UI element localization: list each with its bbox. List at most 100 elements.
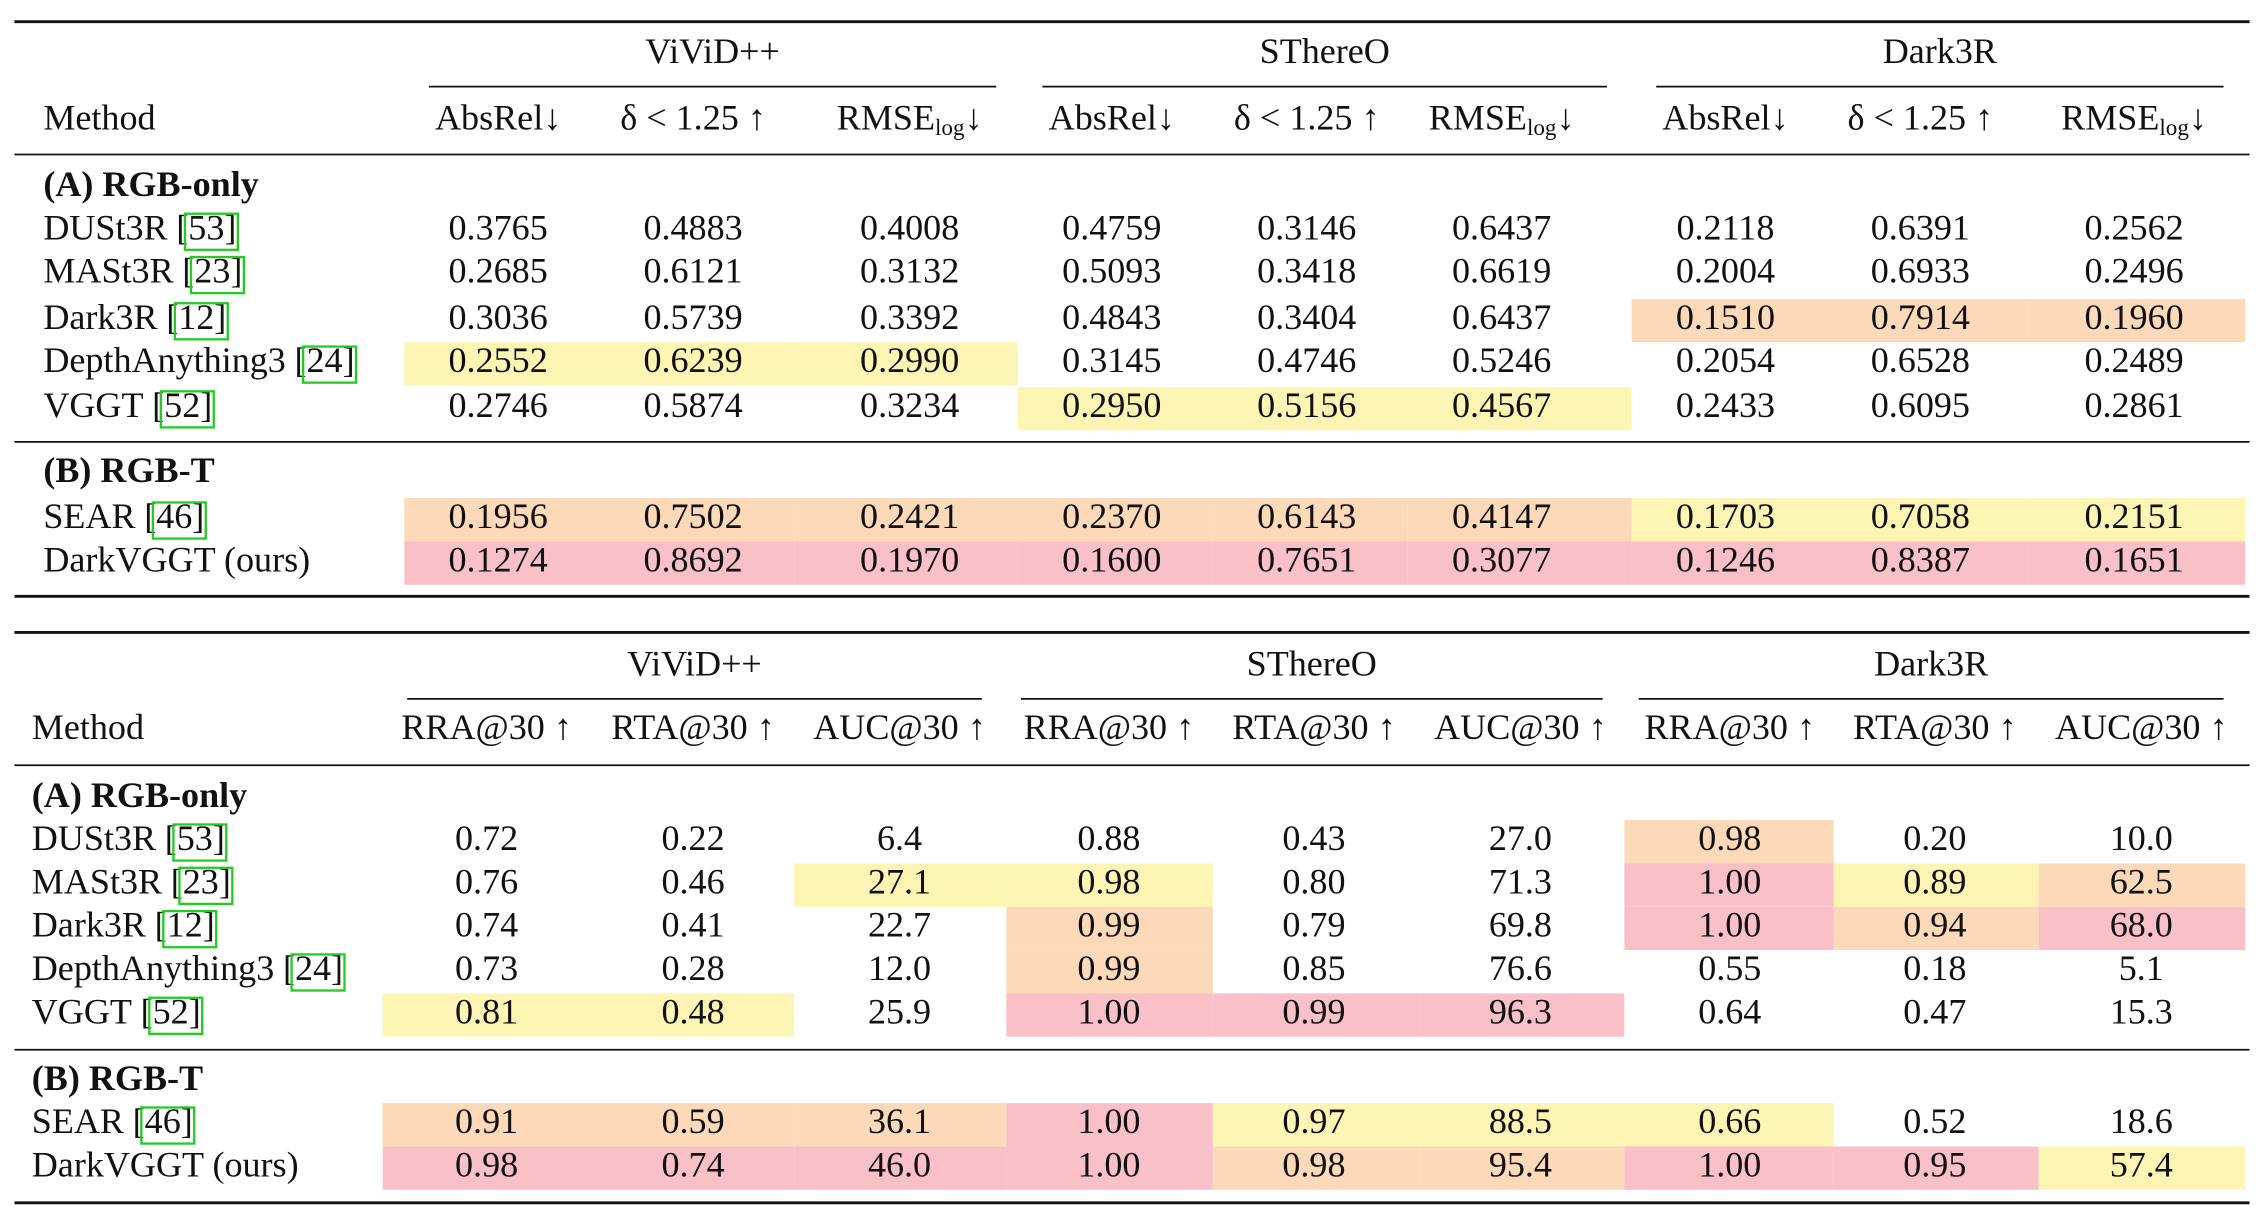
method-name: DepthAnything3 [43, 340, 286, 380]
citation-box [178, 866, 234, 906]
cell-value: 0.89 [1903, 861, 1966, 901]
cell-value: 0.55 [1698, 948, 1761, 988]
cell-value: 0.3146 [1257, 207, 1356, 247]
cell-value: 1.00 [1077, 991, 1140, 1031]
cell-highlight [794, 1146, 1007, 1190]
cell-value: 0.7914 [1871, 297, 1970, 337]
column-header: AUC@30 ↑ [2055, 707, 2228, 747]
cell-value: 5.1 [2119, 948, 2164, 988]
cell-value: 0.7502 [643, 496, 742, 536]
cell-highlight [794, 541, 1018, 585]
cell-value: 0.74 [455, 905, 518, 945]
method-name: VGGT [43, 385, 143, 425]
cell-value: 0.48 [661, 991, 724, 1031]
cell-highlight [1826, 298, 2029, 343]
group-header: SThereO [1247, 643, 1377, 683]
header-sub: log [2159, 114, 2189, 140]
cell-value: 0.72 [455, 818, 518, 858]
cell-highlight [404, 498, 592, 542]
cell-value: 0.3077 [1452, 539, 1551, 579]
cell-value: 96.3 [1489, 991, 1552, 1031]
cell-highlight [1407, 541, 1632, 585]
cell-value: 0.1246 [1676, 539, 1775, 579]
cell-value: 0.3145 [1062, 340, 1161, 380]
cell-highlight [2038, 1146, 2246, 1190]
cell-value: 0.5739 [643, 297, 742, 337]
cell-value: 0.4759 [1062, 207, 1161, 247]
cell-value: 0.1956 [449, 496, 548, 536]
cell-highlight [794, 1103, 1007, 1147]
cell-value: 1.00 [1698, 905, 1761, 945]
cell-highlight [2038, 863, 2246, 907]
cell-highlight [591, 993, 795, 1037]
header-sub: log [1527, 114, 1557, 140]
cell-value: 0.5246 [1452, 340, 1551, 380]
cell-value: 57.4 [2110, 1144, 2173, 1184]
section-title: (A) RGB-only [43, 164, 258, 204]
header-main: RMSE [2061, 98, 2159, 138]
citation-box [140, 1106, 196, 1145]
cell-value: 0.79 [1282, 905, 1345, 945]
cell-highlight [794, 498, 1018, 542]
cell-highlight [1017, 498, 1213, 542]
cell-highlight [591, 1146, 795, 1190]
cell-value: 0.2054 [1676, 340, 1775, 380]
cell-value: 0.2489 [2084, 340, 2183, 380]
cell-value: 0.2151 [2084, 496, 2183, 536]
cell-value: 1.00 [1077, 1101, 1140, 1141]
cell-value: 0.66 [1698, 1101, 1761, 1141]
cell-value: 0.76 [455, 861, 518, 901]
cell-value: 0.22 [661, 818, 724, 858]
cell-highlight [2038, 906, 2246, 951]
cell-value: 0.3765 [449, 207, 548, 247]
cell-value: 0.5874 [643, 385, 742, 425]
cell-highlight [1017, 541, 1213, 585]
column-header: RMSElog↓ [837, 98, 983, 141]
cell-value: 0.2118 [1676, 207, 1774, 247]
section-title: (A) RGB-only [32, 775, 247, 815]
cell-value: 0.1274 [449, 539, 548, 579]
cell-value: 0.1651 [2084, 539, 2183, 579]
citation-box [151, 501, 207, 540]
cell-highlight [1624, 1146, 1834, 1190]
method-name: SEAR [43, 496, 136, 536]
cell-value: 0.6143 [1257, 496, 1356, 536]
column-header: δ < 1.25 ↑ [1234, 98, 1380, 138]
cell-highlight [1212, 1103, 1420, 1147]
cell-value: 0.3418 [1257, 251, 1356, 291]
cell-value: 0.6121 [643, 251, 742, 291]
method-name: Dark3R [32, 905, 147, 945]
cell-value: 0.6437 [1452, 297, 1551, 337]
cell-value: 0.99 [1077, 948, 1140, 988]
group-header: Dark3R [1874, 643, 1989, 683]
cell-highlight [1833, 863, 2039, 907]
method-name: Dark3R [43, 297, 158, 337]
cell-value: 0.6239 [643, 340, 742, 380]
cell-value: 0.4567 [1452, 385, 1551, 425]
group-header: ViViD++ [645, 31, 780, 71]
method-name: MASt3R [43, 251, 174, 291]
cell-value: 0.6933 [1871, 251, 1970, 291]
cell-highlight [382, 993, 592, 1037]
citation-box [189, 255, 246, 295]
cell-value: 0.74 [661, 1144, 724, 1184]
cell-value: 0.80 [1282, 861, 1345, 901]
cell-value: 0.91 [455, 1101, 518, 1141]
cell-value: 0.1703 [1676, 496, 1775, 536]
cell-value: 0.2370 [1062, 496, 1161, 536]
cell-value: 0.98 [1698, 818, 1761, 858]
cell-value: 0.6528 [1871, 340, 1970, 380]
cell-value: 0.98 [455, 1144, 518, 1184]
section-title: (B) RGB-T [43, 450, 214, 490]
cell-value: 0.7651 [1257, 539, 1356, 579]
cell-value: 0.59 [661, 1101, 724, 1141]
group-header: Dark3R [1883, 31, 1998, 71]
cell-value: 0.1970 [860, 539, 959, 579]
column-header: AbsRel↓ [1662, 98, 1788, 138]
cell-highlight [1017, 386, 1213, 431]
cell-value: 0.47 [1903, 991, 1966, 1031]
cell-highlight [1006, 1103, 1213, 1147]
column-header: RRA@30 ↑ [401, 707, 572, 747]
cell-value: 0.28 [661, 948, 724, 988]
